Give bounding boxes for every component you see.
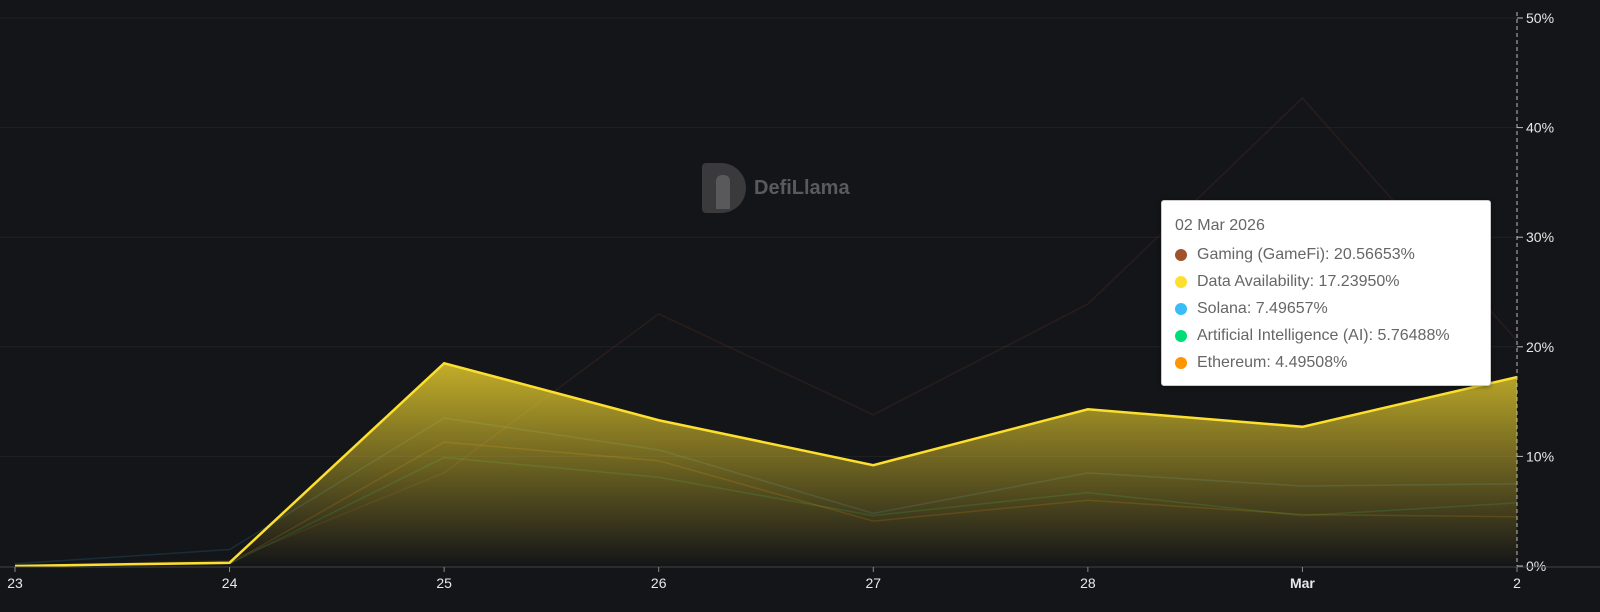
- tooltip-row: Gaming (GameFi): 20.56653%: [1175, 241, 1490, 268]
- tooltip-row-label: Artificial Intelligence (AI): 5.76488%: [1197, 326, 1450, 344]
- tooltip-row: Artificial Intelligence (AI): 5.76488%: [1175, 322, 1490, 349]
- series-dot-icon: [1175, 275, 1187, 288]
- x-tick-label: 2: [1513, 575, 1521, 591]
- area-data-availability: [15, 363, 1517, 566]
- axes: 0% 10% 20% 30% 40% 50% 23 24 25 26 27 28 Mar 2: [0, 10, 1600, 591]
- x-tick-label: 26: [651, 575, 667, 591]
- x-tick-label: Mar: [1290, 575, 1315, 591]
- y-tick-label: 0%: [1526, 558, 1546, 574]
- x-tick-label: 23: [7, 575, 23, 591]
- y-tick-label: 20%: [1526, 339, 1554, 355]
- x-tick-label: 28: [1080, 575, 1096, 591]
- series-dot-icon: [1175, 248, 1187, 261]
- tooltip-row-label: Ethereum: 4.49508%: [1197, 353, 1348, 371]
- tooltip-row: Data Availability: 17.23950%: [1175, 268, 1490, 295]
- y-tick-label: 30%: [1526, 229, 1554, 245]
- tooltip-row-label: Solana: 7.49657%: [1197, 299, 1328, 317]
- y-tick-label: 40%: [1526, 120, 1554, 136]
- y-tick-label: 50%: [1526, 10, 1554, 26]
- series-dot-icon: [1175, 302, 1187, 315]
- series-group: [14, 96, 1518, 568]
- x-tick-label: 25: [436, 575, 452, 591]
- line-data-availability[interactable]: [14, 361, 1518, 568]
- tooltip-date: 02 Mar 2026: [1175, 217, 1265, 234]
- tooltip-row: Solana: 7.49657%: [1175, 295, 1490, 322]
- tooltip-row: Ethereum: 4.49508%: [1175, 349, 1490, 376]
- tooltip-row-label: Gaming (GameFi): 20.56653%: [1197, 245, 1415, 263]
- defillama-watermark: DefiLlama: [702, 163, 850, 213]
- watermark-text: DefiLlama: [754, 176, 850, 199]
- series-dot-icon: [1175, 329, 1187, 342]
- x-tick-label: 27: [865, 575, 881, 591]
- y-tick-label: 10%: [1526, 448, 1554, 464]
- series-dot-icon: [1175, 356, 1187, 369]
- llama-logo-icon: [702, 163, 746, 213]
- tooltip-row-label: Data Availability: 17.23950%: [1197, 272, 1400, 290]
- tooltip: 02 Mar 2026 Gaming (GameFi): 20.56653% Da…: [1161, 200, 1491, 386]
- x-tick-label: 24: [222, 575, 238, 591]
